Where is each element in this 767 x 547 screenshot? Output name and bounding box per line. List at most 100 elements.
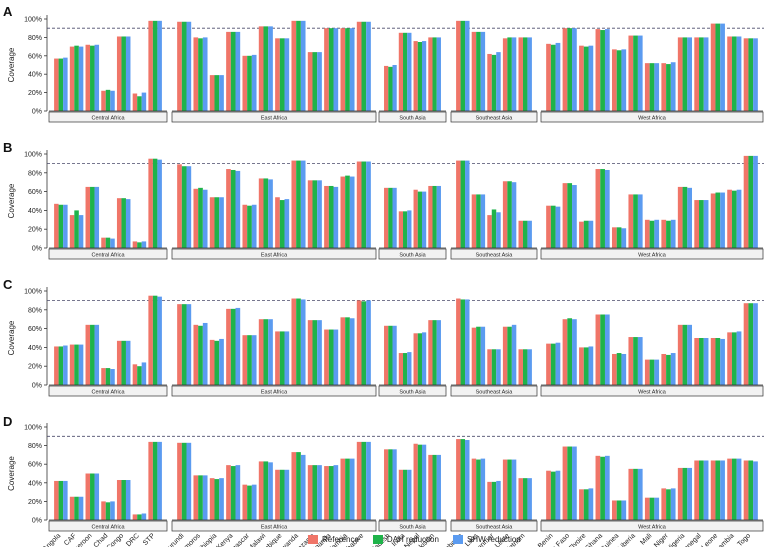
- region-strip: [450, 385, 538, 397]
- bar-angola-dah-reduction: [58, 480, 64, 520]
- chart-panel-a: A 0% 20% 40% 60% 80% 100% Coverage Central Afric…: [3, 4, 764, 123]
- bar-bangladesh-reference: [384, 187, 389, 248]
- bar-nigeria-reference: [677, 186, 683, 248]
- bar-senegal-dah-reduction: [699, 37, 704, 111]
- bar-madagascar-shw-reduction: [251, 335, 257, 385]
- bar-laos-reference: [471, 458, 477, 520]
- bar-timor-leste-reference: [502, 459, 508, 520]
- bar-drc-shw-reduction: [141, 92, 147, 111]
- y-tick-label: 100%: [24, 17, 42, 24]
- bar-cote-d-ivoire-shw-reduction: [588, 488, 594, 520]
- bar-nigeria-shw-reduction: [687, 187, 693, 248]
- bar-bangladesh-reference: [384, 65, 389, 111]
- bar-zimbabwe-dah-reduction: [361, 301, 367, 385]
- bar-tanzania-reference: [307, 180, 313, 248]
- bar-vietnam-reference: [518, 37, 523, 111]
- y-tick-label: 20%: [28, 364, 42, 371]
- bar-senegal-dah-reduction: [699, 200, 704, 248]
- x-tick-label-stp: STP: [142, 532, 157, 547]
- bar-liberia-reference: [628, 35, 634, 112]
- bar-ethiopia-shw-reduction: [219, 338, 224, 385]
- bar-india-reference: [398, 353, 404, 385]
- bar-india-reference: [398, 469, 404, 520]
- bar-cambodia-reference: [456, 20, 461, 112]
- bar-zimbabwe-reference: [356, 21, 362, 111]
- bar-burundi-shw-reduction: [186, 166, 192, 248]
- bar-niger-dah-reduction: [666, 354, 671, 385]
- bar-india-dah-reduction: [403, 353, 408, 385]
- region-strip: [378, 248, 447, 260]
- bar-benin-dah-reduction: [550, 343, 556, 385]
- bar-zambia-shw-reduction: [349, 28, 355, 112]
- bar-india-dah-reduction: [403, 32, 408, 111]
- bar-zimbabwe-dah-reduction: [361, 441, 367, 520]
- bar-mali-reference: [644, 359, 650, 385]
- bar-mozambique-dah-reduction: [279, 38, 285, 111]
- bar-kenya-reference: [226, 308, 231, 385]
- bar-congo-reference: [116, 198, 122, 248]
- bar-pakistan-dah-reduction: [432, 454, 437, 520]
- bar-stp-shw-reduction: [157, 20, 162, 112]
- bar-niger-shw-reduction: [670, 62, 676, 111]
- bar-rwanda-reference: [291, 20, 297, 112]
- bar-comoros-shw-reduction: [202, 189, 208, 248]
- bar-zimbabwe-shw-reduction: [366, 21, 371, 111]
- bar-kenya-shw-reduction: [235, 31, 241, 112]
- x-tick-label-drc: DRC: [125, 532, 141, 547]
- bar-burkina-faso-dah-reduction: [567, 183, 573, 248]
- bar-india-shw-reduction: [407, 32, 412, 111]
- bar-cote-d-ivoire-dah-reduction: [583, 46, 589, 111]
- bar-ethiopia-dah-reduction: [214, 479, 220, 520]
- bar-sierra-leone-reference: [710, 23, 716, 112]
- bar-zambia-dah-reduction: [345, 458, 350, 520]
- bar-cambodia-shw-reduction: [465, 299, 470, 385]
- bar-caf-dah-reduction: [74, 344, 79, 385]
- bar-cameroon-reference: [85, 44, 91, 112]
- bar-cambodia-shw-reduction: [465, 20, 470, 112]
- bar-burundi-dah-reduction: [181, 166, 187, 248]
- bar-laos-dah-reduction: [476, 31, 481, 112]
- legend-item-shw-reduction: SHW reduction: [452, 534, 521, 544]
- bar-drc-reference: [132, 93, 138, 111]
- bar-cameroon-dah-reduction: [90, 324, 95, 385]
- bar-sierra-leone-dah-reduction: [715, 338, 721, 385]
- bar-benin-reference: [546, 43, 551, 112]
- bar-cambodia-dah-reduction: [460, 439, 466, 520]
- bar-malawi-reference: [258, 461, 264, 520]
- bar-comoros-shw-reduction: [202, 475, 208, 520]
- chart-panel-d: D 0% 20% 40% 60% 80% 100% Coverage Central Afric…: [3, 414, 764, 532]
- bar-senegal-shw-reduction: [703, 460, 709, 520]
- bar-malawi-shw-reduction: [268, 26, 273, 111]
- bar-liberia-shw-reduction: [637, 468, 643, 520]
- bar-sierra-leone-shw-reduction: [720, 338, 725, 385]
- bar-niger-shw-reduction: [670, 488, 676, 520]
- bar-nepal-dah-reduction: [417, 444, 422, 520]
- bar-caf-dah-reduction: [74, 210, 79, 248]
- bar-pakistan-shw-reduction: [436, 320, 441, 385]
- bar-laos-dah-reduction: [476, 459, 481, 520]
- panel-label: A: [3, 4, 13, 19]
- bar-ghana-reference: [595, 455, 601, 520]
- bar-cambodia-shw-reduction: [465, 440, 470, 520]
- bar-myanmar-shw-reduction: [496, 212, 501, 248]
- bar-angola-shw-reduction: [63, 204, 68, 248]
- bar-niger-reference: [661, 353, 667, 385]
- bar-timor-leste-reference: [502, 38, 508, 111]
- bar-malawi-dah-reduction: [263, 319, 269, 385]
- bar-angola-reference: [54, 58, 59, 111]
- bar-caf-reference: [69, 344, 75, 385]
- bar-kenya-reference: [226, 169, 231, 248]
- bar-tanzania-dah-reduction: [312, 320, 318, 385]
- bar-zambia-shw-reduction: [349, 318, 355, 385]
- bar-guinea-dah-reduction: [616, 227, 622, 248]
- bar-liberia-shw-reduction: [637, 35, 643, 112]
- region-strip: [171, 248, 377, 260]
- bar-guinea-reference: [611, 353, 617, 385]
- bar-togo-shw-reduction: [753, 461, 758, 520]
- y-tick-label: 0%: [32, 383, 42, 390]
- bar-kenya-dah-reduction: [230, 31, 236, 112]
- bar-togo-reference: [743, 155, 749, 248]
- bar-chad-dah-reduction: [105, 368, 111, 385]
- bar-zambia-reference: [340, 176, 346, 248]
